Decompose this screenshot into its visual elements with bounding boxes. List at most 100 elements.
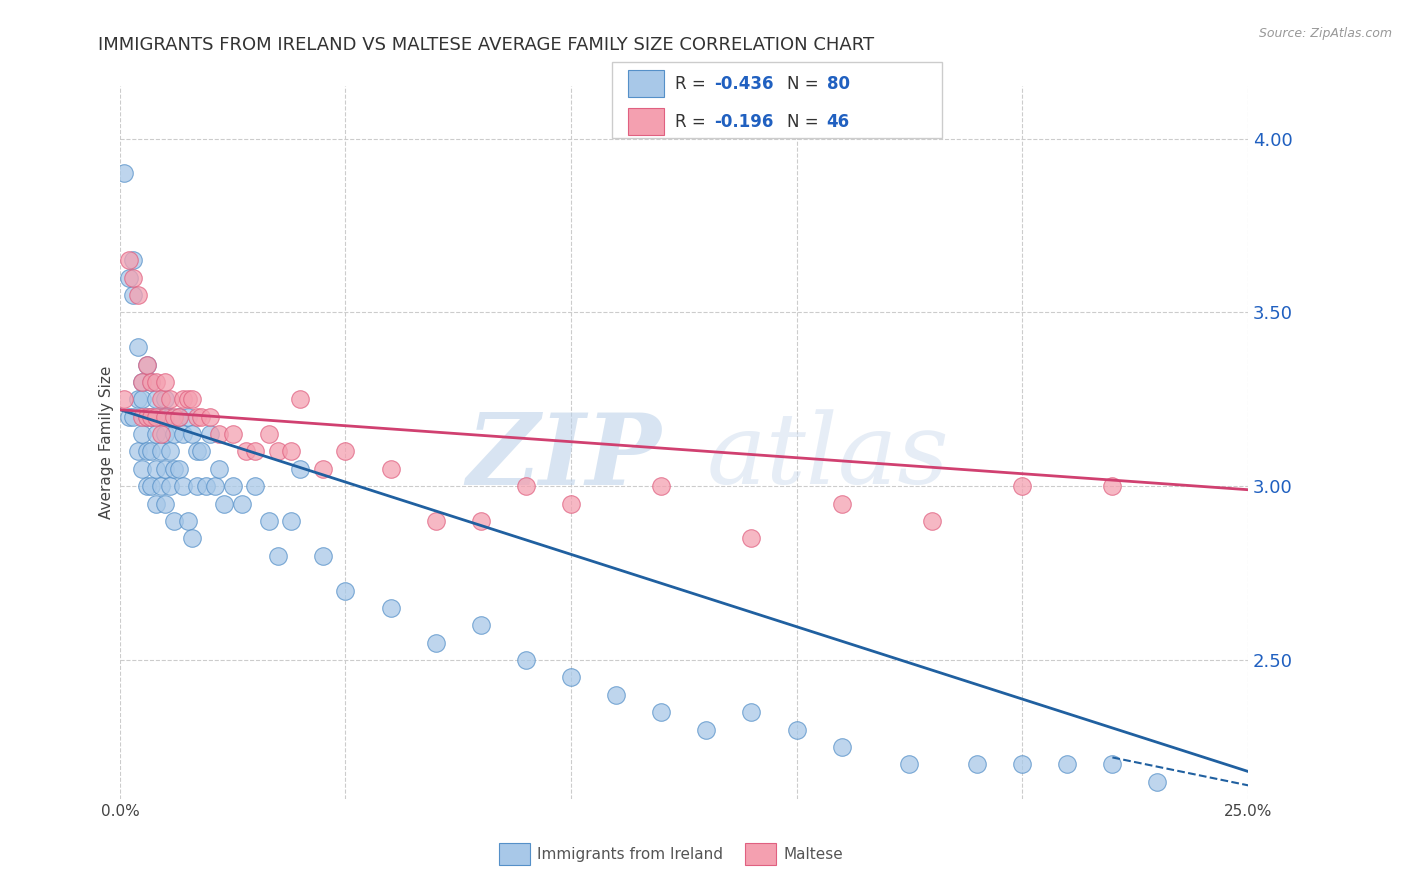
Text: IMMIGRANTS FROM IRELAND VS MALTESE AVERAGE FAMILY SIZE CORRELATION CHART: IMMIGRANTS FROM IRELAND VS MALTESE AVERA…: [98, 36, 875, 54]
Point: [131, 375, 153, 389]
Point: [136, 358, 159, 372]
Point: [176, 409, 198, 424]
Point: [380, 601, 402, 615]
Point: [141, 479, 163, 493]
Point: [470, 514, 492, 528]
Point: [118, 253, 141, 268]
Text: Source: ZipAtlas.com: Source: ZipAtlas.com: [1258, 27, 1392, 40]
Point: [149, 444, 172, 458]
Point: [335, 583, 357, 598]
Point: [204, 479, 226, 493]
Point: [136, 409, 159, 424]
Point: [257, 427, 280, 442]
Point: [112, 166, 135, 180]
Point: [312, 549, 335, 563]
Point: [290, 462, 312, 476]
Point: [127, 392, 149, 407]
Point: [127, 288, 149, 302]
Point: [695, 723, 717, 737]
Point: [176, 392, 198, 407]
Point: [172, 427, 194, 442]
Point: [257, 514, 280, 528]
Point: [560, 497, 582, 511]
Point: [136, 479, 159, 493]
Point: [181, 392, 204, 407]
Point: [136, 409, 159, 424]
Point: [136, 358, 159, 372]
Point: [131, 462, 153, 476]
Point: [245, 444, 267, 458]
Text: -0.436: -0.436: [714, 75, 773, 93]
Text: 46: 46: [827, 112, 849, 130]
Text: ZIP: ZIP: [467, 409, 661, 505]
Point: [149, 409, 172, 424]
Point: [167, 409, 190, 424]
Point: [167, 462, 190, 476]
Point: [560, 670, 582, 684]
Point: [122, 253, 145, 268]
Point: [153, 375, 176, 389]
Point: [222, 427, 245, 442]
Text: R =: R =: [675, 112, 711, 130]
Point: [194, 479, 217, 493]
Point: [190, 444, 212, 458]
Point: [267, 549, 290, 563]
Point: [235, 444, 257, 458]
Point: [898, 757, 921, 772]
Point: [122, 288, 145, 302]
Point: [966, 757, 988, 772]
Point: [153, 409, 176, 424]
Point: [176, 514, 198, 528]
Point: [831, 739, 853, 754]
Point: [159, 479, 181, 493]
Point: [163, 427, 186, 442]
Point: [921, 514, 943, 528]
Point: [122, 270, 145, 285]
Point: [145, 392, 167, 407]
Point: [186, 409, 208, 424]
Point: [186, 444, 208, 458]
Text: Immigrants from Ireland: Immigrants from Ireland: [537, 847, 723, 862]
Point: [153, 497, 176, 511]
Point: [122, 409, 145, 424]
Point: [515, 479, 537, 493]
Point: [131, 392, 153, 407]
Point: [290, 392, 312, 407]
Point: [1056, 757, 1078, 772]
Point: [145, 409, 167, 424]
Point: [127, 444, 149, 458]
Point: [141, 444, 163, 458]
Point: [425, 514, 447, 528]
Point: [159, 409, 181, 424]
Point: [208, 427, 231, 442]
Point: [425, 636, 447, 650]
Point: [1146, 774, 1168, 789]
Point: [172, 479, 194, 493]
Point: [163, 462, 186, 476]
Point: [312, 462, 335, 476]
Point: [153, 392, 176, 407]
Point: [131, 409, 153, 424]
Text: 80: 80: [827, 75, 849, 93]
Text: -0.196: -0.196: [714, 112, 773, 130]
Point: [267, 444, 290, 458]
Point: [470, 618, 492, 632]
Point: [145, 427, 167, 442]
Point: [131, 427, 153, 442]
Point: [222, 479, 245, 493]
Point: [1101, 479, 1123, 493]
Text: R =: R =: [675, 75, 711, 93]
Point: [172, 392, 194, 407]
Point: [186, 479, 208, 493]
Text: Maltese: Maltese: [783, 847, 842, 862]
Point: [141, 409, 163, 424]
Text: N =: N =: [787, 112, 824, 130]
Point: [181, 532, 204, 546]
Point: [136, 444, 159, 458]
Point: [280, 514, 302, 528]
Point: [141, 375, 163, 389]
Point: [740, 532, 762, 546]
Point: [335, 444, 357, 458]
Y-axis label: Average Family Size: Average Family Size: [100, 366, 114, 519]
Point: [740, 705, 762, 719]
